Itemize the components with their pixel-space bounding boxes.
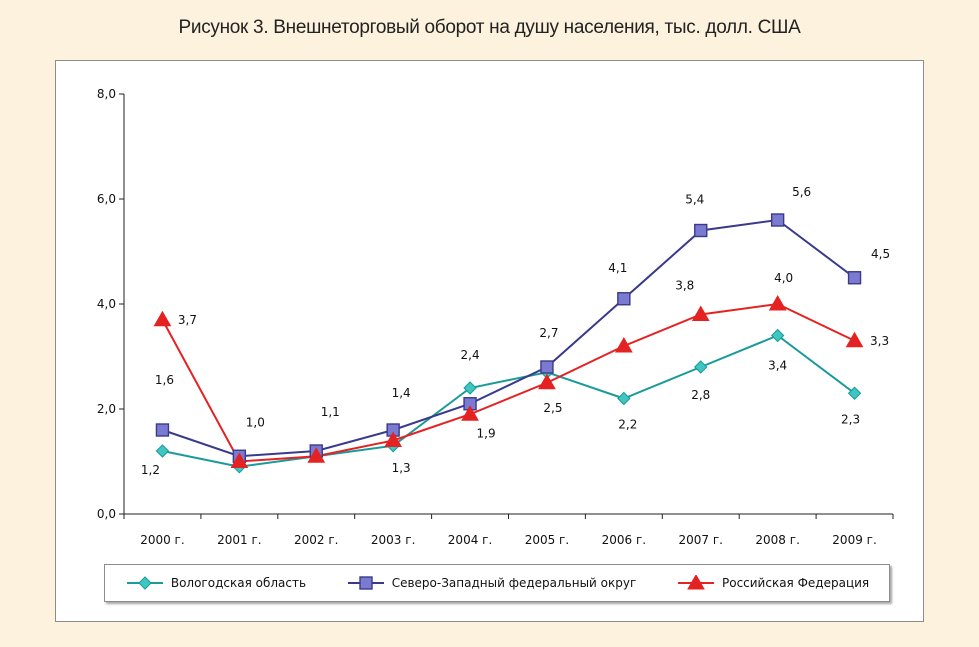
- x-tick-label: 2006 г.: [602, 533, 646, 547]
- data-label: 3,7: [178, 313, 197, 327]
- data-labels: 1,2 1,3 2,4 2,2 2,8 3,4 2,3 1,6 1,0 1,1 1,4 2,7 4,1 5…: [141, 185, 890, 477]
- legend-item: Российская Федерация: [676, 575, 869, 591]
- data-label: 3,8: [675, 279, 694, 293]
- data-point-square: [770, 213, 785, 227]
- data-point-square: [847, 271, 862, 285]
- y-tick-label: 0,0: [97, 507, 116, 521]
- data-label: 4,5: [871, 247, 890, 261]
- legend-swatch: [347, 576, 384, 590]
- legend-label: Северо-Западный федеральный округ: [391, 576, 637, 590]
- data-label: 3,3: [870, 334, 889, 348]
- data-point-triangle: [384, 431, 403, 447]
- data-point-square: [694, 223, 708, 238]
- x-tick-label: 2003 г.: [371, 533, 415, 547]
- legend-label: Российская Федерация: [721, 576, 870, 590]
- chart-frame: [55, 60, 924, 622]
- data-point-diamond: [155, 444, 170, 458]
- data-point-triangle: [153, 310, 172, 327]
- x-tick-label: 2005 г.: [525, 533, 569, 547]
- x-tick-label: 2007 г.: [679, 533, 723, 547]
- data-label: 5,4: [685, 193, 704, 207]
- data-label: 2,5: [543, 401, 562, 415]
- y-tick-label: 8,0: [97, 87, 116, 101]
- data-point-triangle: [691, 305, 710, 321]
- x-tick-label: 2004 г.: [448, 533, 492, 547]
- chart-title: Рисунок 3. Внешнеторговый оборот на душу…: [178, 17, 801, 38]
- series-line: [162, 334, 856, 468]
- data-point-triangle: [687, 575, 705, 590]
- data-point-square: [540, 360, 554, 374]
- legend: Вологодская область Северо-Западный федер…: [104, 564, 890, 602]
- data-label: 3,4: [768, 359, 787, 373]
- data-point-diamond: [617, 391, 631, 406]
- series-markers: [153, 213, 864, 474]
- y-tick-label: 4,0: [97, 297, 116, 311]
- data-point-square: [359, 576, 373, 590]
- data-label: 4,1: [608, 261, 627, 275]
- data-label: 2,2: [618, 418, 637, 432]
- y-tick-label: 6,0: [97, 192, 116, 206]
- data-label: 2,7: [539, 326, 558, 340]
- x-tick-label: 2001 г.: [217, 533, 261, 547]
- data-point-triangle: [845, 331, 864, 348]
- data-point-square: [155, 423, 170, 437]
- data-point-triangle: [461, 405, 479, 421]
- data-point-diamond: [463, 381, 477, 395]
- data-label: 1,2: [141, 463, 160, 477]
- legend-swatch: [677, 575, 714, 590]
- legend-item: Вологодская область: [125, 575, 306, 591]
- data-label: 1,1: [321, 405, 340, 419]
- data-label: 2,4: [461, 348, 480, 362]
- data-point-diamond: [770, 328, 785, 343]
- legend-item: Северо-Западный федеральный округ: [346, 575, 637, 591]
- legend-swatch: [126, 576, 163, 590]
- data-point-square: [617, 292, 631, 306]
- data-label: 2,8: [691, 388, 710, 402]
- axes: 0,0 2,0 4,0 6,0 8,0 2000 г. 2001 г. 2002 г. 2003…: [97, 87, 894, 547]
- data-label: 1,0: [246, 415, 265, 429]
- legend-label: Вологодская область: [170, 576, 307, 590]
- data-label: 4,0: [774, 271, 793, 285]
- x-tick-label: 2002 г.: [294, 533, 338, 547]
- data-point-triangle: [614, 336, 633, 353]
- data-point-diamond: [138, 576, 152, 590]
- data-point-triangle: [230, 452, 249, 468]
- series-lines: [161, 218, 856, 468]
- x-tick-label: 2009 г.: [832, 533, 876, 547]
- data-label: 1,4: [392, 386, 411, 400]
- data-label: 2,3: [841, 412, 860, 426]
- data-point-triangle: [307, 447, 326, 463]
- y-tick-label: 2,0: [97, 402, 116, 416]
- data-point-diamond: [847, 386, 862, 400]
- data-point-diamond: [694, 360, 708, 374]
- data-point-triangle: [538, 373, 556, 390]
- x-tick-label: 2000 г.: [140, 533, 184, 547]
- x-tick-label: 2008 г.: [755, 533, 799, 547]
- data-label: 1,9: [477, 426, 496, 440]
- series-line: [161, 302, 855, 463]
- data-label: 1,6: [155, 373, 174, 387]
- series-line: [162, 218, 856, 458]
- data-point-triangle: [768, 294, 787, 311]
- data-label: 1,3: [392, 461, 411, 475]
- data-label: 5,6: [792, 185, 811, 199]
